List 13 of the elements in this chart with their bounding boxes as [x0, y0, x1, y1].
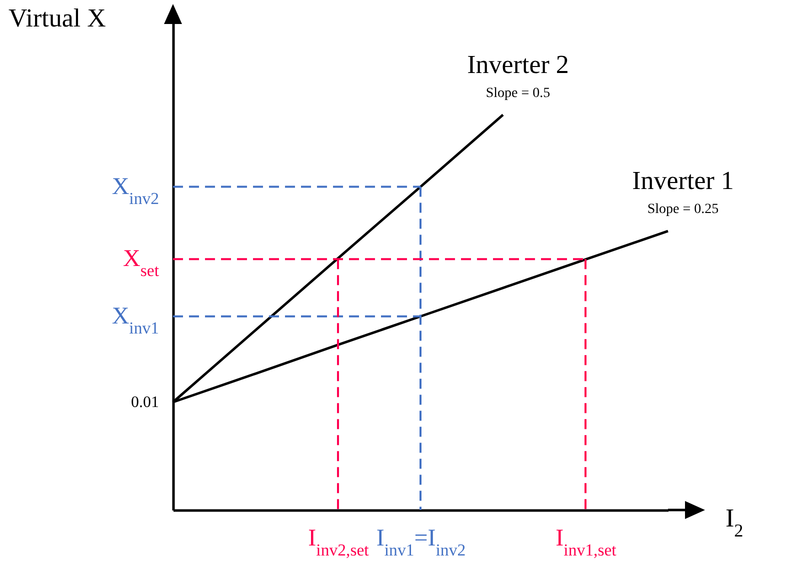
x-tick-label: I$_{inv1,set}$ [556, 526, 617, 559]
text: 0.01 [131, 394, 159, 412]
x-tick-label: I$_{inv2,set}$ [308, 526, 370, 559]
text: Slope = 0.5 [486, 86, 550, 101]
x-axis-title: I$_{2}$ [726, 504, 744, 540]
y-axis-title: Virtual X [8, 4, 106, 32]
series-label: Inverter 2 [467, 50, 569, 79]
text: X$_{set}$ [123, 246, 160, 280]
series-label: Inverter 1 [632, 166, 734, 196]
text: X$_{inv2}$ [112, 174, 159, 208]
x-tick-label: I$_{inv1}$=I$_{inv2}$ [376, 526, 466, 559]
annotation: Slope = 0.25 [647, 202, 719, 218]
text: X$_{inv1}$ [112, 303, 159, 337]
